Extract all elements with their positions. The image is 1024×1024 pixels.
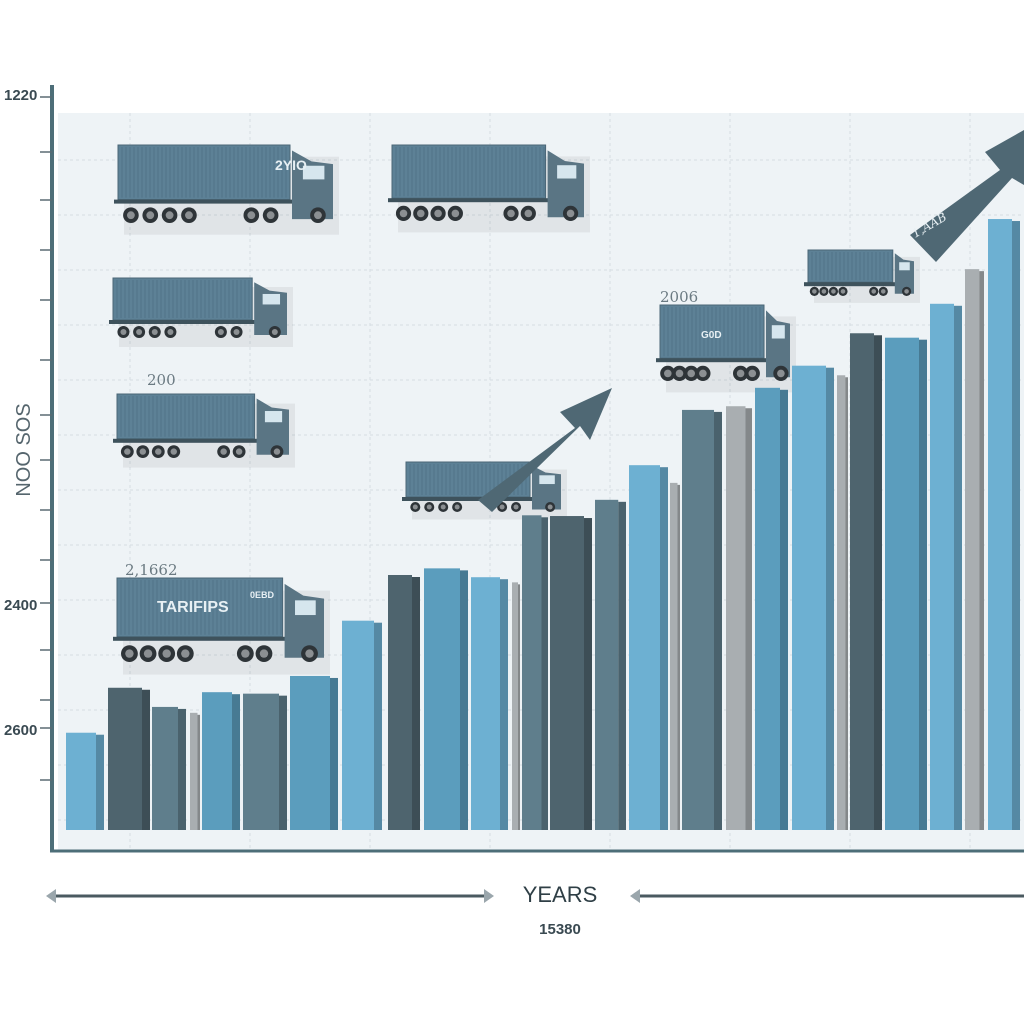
bar [850, 333, 882, 830]
truck-label: 2YIO [275, 157, 307, 173]
truck-icon [388, 144, 590, 233]
bar [726, 406, 752, 830]
truck-icon [402, 461, 567, 520]
bar [755, 387, 788, 830]
bar [342, 620, 382, 830]
bar [988, 219, 1020, 831]
truck-icon [113, 577, 330, 675]
x-axis-arrow-left [46, 889, 494, 903]
bar [66, 732, 104, 830]
truck-label: G0D [701, 330, 722, 341]
bar [670, 482, 680, 830]
y-tick-label: 1220 [4, 87, 37, 104]
bar [471, 577, 508, 830]
bar [629, 465, 668, 830]
bar [108, 687, 150, 830]
truck-icon [114, 144, 339, 235]
bar [190, 712, 200, 830]
bar [243, 693, 287, 830]
y-tick-label: 2600 [4, 722, 37, 739]
bar [424, 568, 468, 830]
trend-arrow [478, 388, 612, 512]
truck-icon [804, 249, 920, 303]
y-axis-label: NOO SOS [13, 403, 35, 496]
truck-icon [656, 304, 796, 393]
annotation-label: 200 [147, 371, 176, 389]
bar [682, 409, 722, 830]
bar [152, 706, 186, 830]
x-axis-arrow-right [630, 889, 1024, 903]
trucks [109, 144, 920, 675]
truck-label: 0EBD [250, 590, 275, 600]
bar [837, 375, 848, 830]
bar [522, 515, 548, 830]
y-ticks [40, 96, 52, 781]
bar [965, 269, 984, 830]
truck-icon [113, 393, 295, 468]
trend-arrow [910, 130, 1024, 262]
bars [66, 219, 1020, 831]
bar [388, 574, 420, 830]
annotation-label: 2006 [660, 288, 698, 306]
truck-icon [109, 277, 293, 347]
bar [202, 692, 240, 830]
bar [512, 582, 520, 830]
bar [885, 337, 927, 830]
annotation-label: 2,1662 [125, 561, 178, 579]
x-axis-label: YEARS [523, 882, 598, 907]
bar [792, 365, 834, 830]
y-tick-label: 2400 [4, 597, 37, 614]
trend-arrows [478, 130, 1024, 512]
truck-label: TARIFIPS [157, 599, 229, 616]
bar [595, 499, 626, 830]
x-axis-sublabel: 15380 [539, 921, 581, 938]
bar [550, 516, 592, 830]
bar [930, 303, 962, 831]
bar [290, 675, 338, 830]
